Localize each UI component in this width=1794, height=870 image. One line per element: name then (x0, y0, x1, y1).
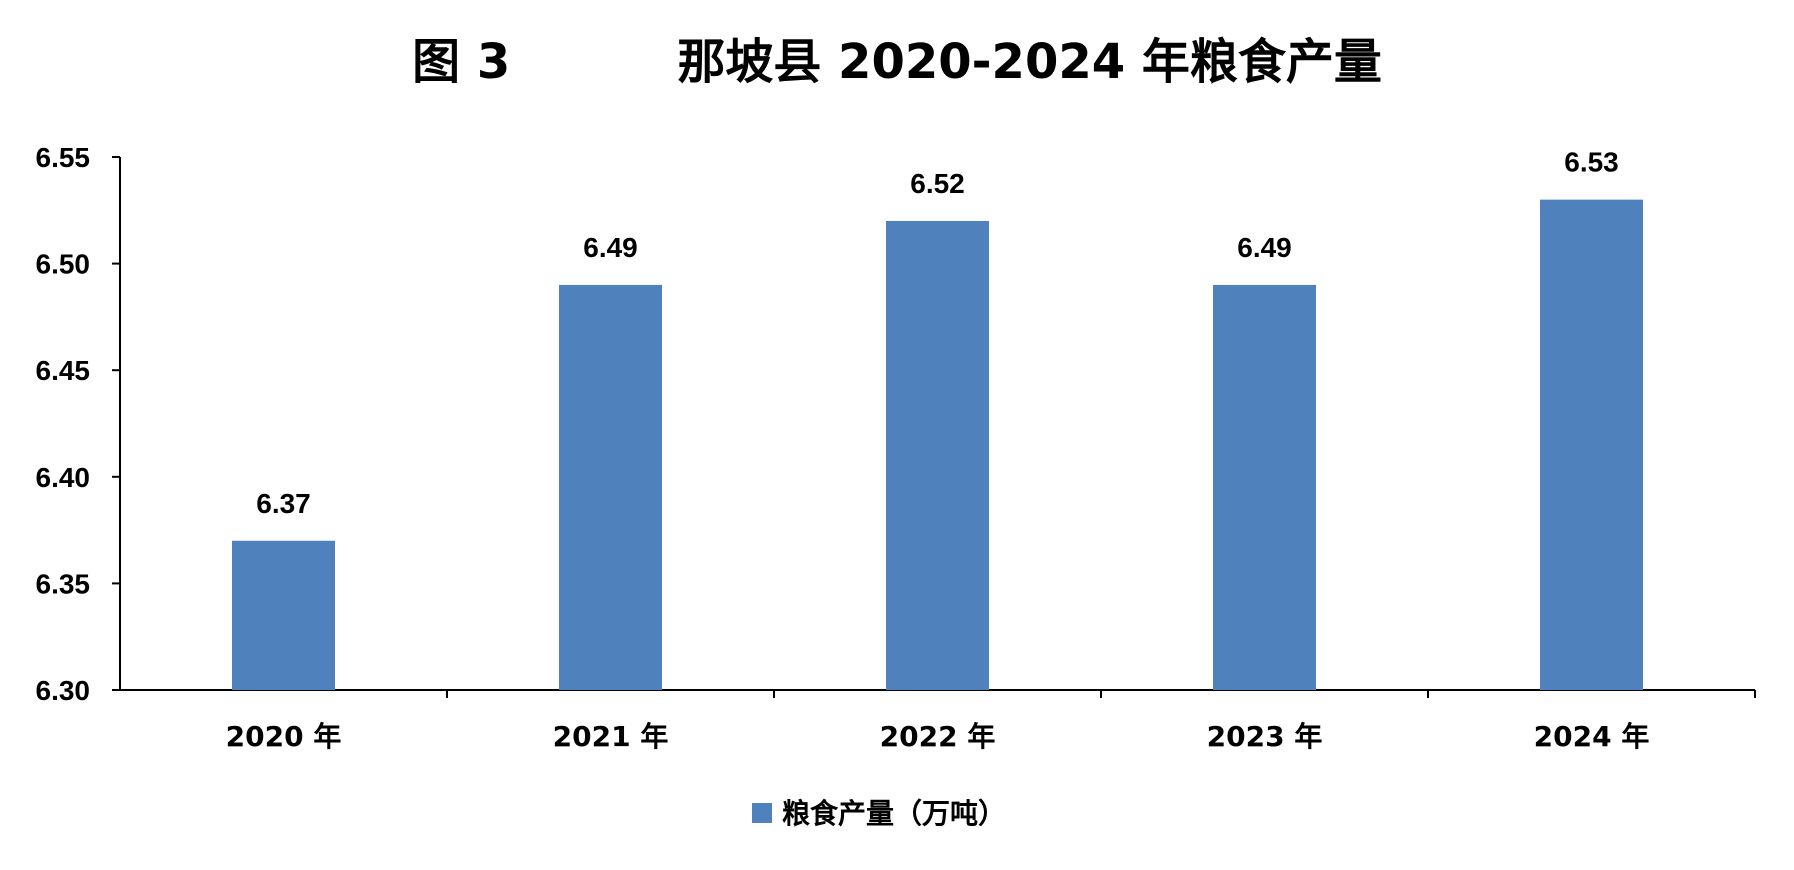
y-tick-label: 6.40 (36, 462, 91, 493)
chart-labels: 6.30 6.35 6.40 6.45 6.50 6.55 6.37 2020 年 6.49 20… (36, 142, 1650, 753)
x-tick-label: 2021 年 (553, 720, 669, 753)
y-tick-label: 6.35 (36, 568, 91, 599)
legend-label: 粮食产量（万吨） (782, 797, 1006, 830)
bar-series (232, 199, 1643, 690)
bar (559, 284, 662, 690)
legend-swatch (752, 803, 772, 823)
x-tick-label: 2023 年 (1207, 720, 1323, 753)
data-label: 6.52 (910, 168, 965, 199)
data-label: 6.49 (1237, 232, 1292, 263)
bar (232, 540, 335, 690)
bar (1213, 284, 1316, 690)
data-label: 6.53 (1564, 147, 1619, 178)
x-tick-label: 2020 年 (226, 720, 342, 753)
y-tick-label: 6.55 (36, 142, 91, 173)
bar (886, 220, 989, 690)
chart-legend: 粮食产量（万吨） (752, 797, 1006, 830)
y-tick-label: 6.45 (36, 355, 91, 386)
data-label: 6.37 (256, 488, 311, 519)
x-tick-label: 2022 年 (880, 720, 996, 753)
x-tick-label: 2024 年 (1534, 720, 1650, 753)
y-tick-label: 6.50 (36, 249, 91, 280)
chart-title: 图 3 那坡县 2020-2024 年粮食产量 (412, 34, 1382, 90)
data-label: 6.49 (583, 232, 638, 263)
y-tick-label: 6.30 (36, 675, 91, 706)
bar (1540, 199, 1643, 690)
